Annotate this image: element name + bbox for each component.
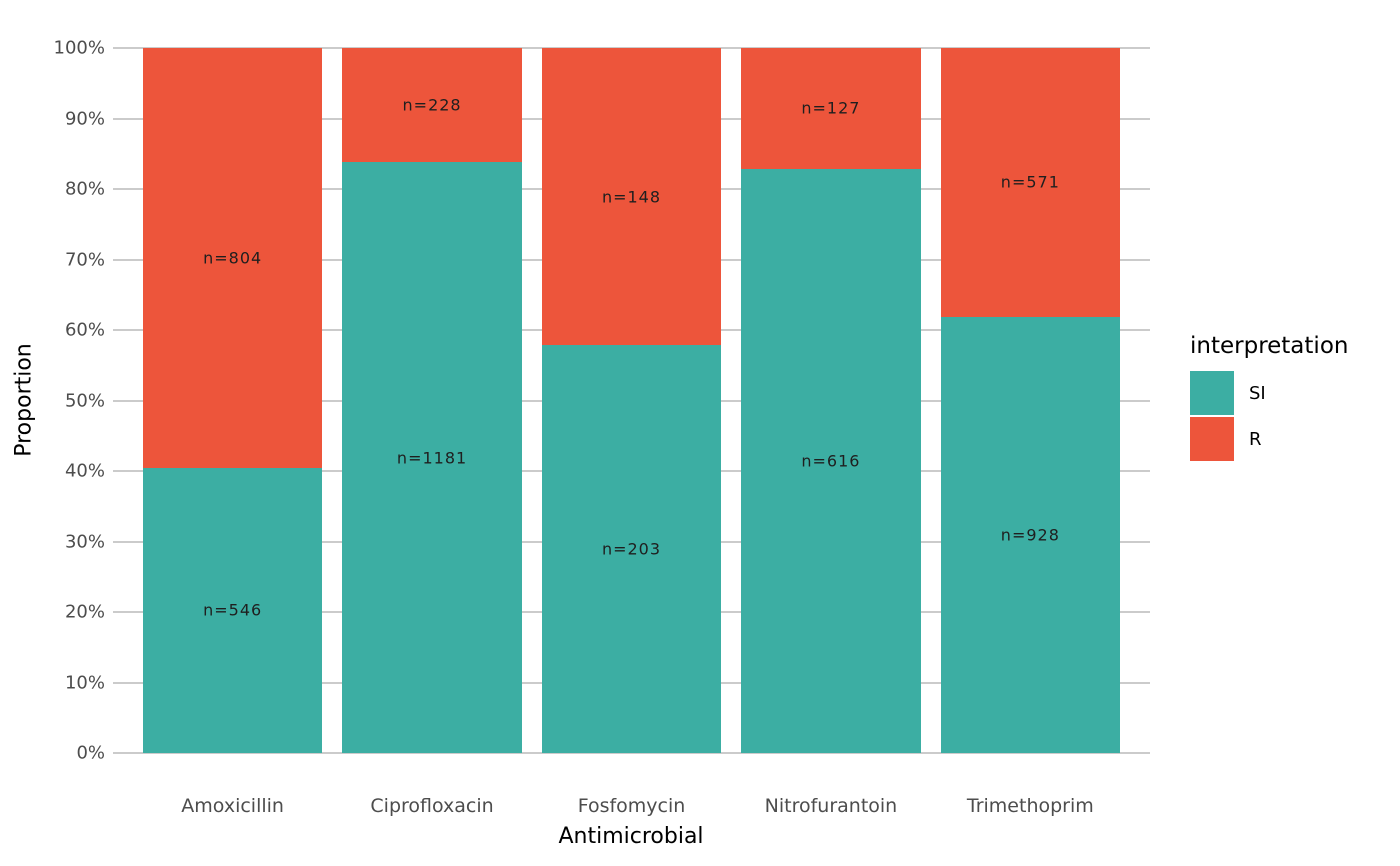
y-tick-label-80%: 80% bbox=[64, 178, 105, 200]
plot-panel: n=546 n=804 n=1181 n=228 n=203 n=148 n=616 n=12… bbox=[113, 47, 1150, 754]
y-tick-label-60%: 60% bbox=[64, 319, 105, 341]
x-category-label-Fosfomycin: Fosfomycin bbox=[577, 795, 686, 817]
bar-count-label-Trimethoprim-SI: n=928 bbox=[1000, 525, 1060, 545]
gridline-100% bbox=[113, 47, 1150, 49]
x-category-label-Ciprofloxacin: Ciprofloxacin bbox=[370, 795, 494, 817]
y-tick-label-20%: 20% bbox=[64, 601, 105, 623]
y-tick-label-40%: 40% bbox=[64, 460, 105, 482]
bar-count-label-Amoxicillin-R: n=804 bbox=[203, 248, 263, 268]
bar-count-label-Trimethoprim-R: n=571 bbox=[1000, 172, 1060, 192]
legend-label-si: SI bbox=[1249, 382, 1266, 404]
bar-count-label-Nitrofurantoin-SI: n=616 bbox=[801, 451, 861, 471]
bar-segment-Amoxicillin-R bbox=[142, 48, 323, 468]
bar-count-label-Ciprofloxacin-R: n=228 bbox=[402, 95, 462, 115]
y-tick-label-0%: 0% bbox=[76, 742, 105, 764]
x-category-label-Trimethoprim: Trimethoprim bbox=[966, 795, 1094, 817]
legend-item-si: SI bbox=[1190, 371, 1348, 415]
si-color-swatch bbox=[1190, 371, 1234, 415]
bar-segment-Trimethoprim-R bbox=[940, 48, 1121, 317]
x-category-label-Amoxicillin: Amoxicillin bbox=[181, 795, 284, 817]
bar-segment-Ciprofloxacin-R bbox=[342, 48, 522, 163]
y-tick-label-30%: 30% bbox=[64, 531, 105, 552]
bar-segment-Fosfomycin-R bbox=[541, 48, 722, 346]
bar-count-label-Fosfomycin-SI: n=203 bbox=[601, 539, 662, 559]
legend-item-r: R bbox=[1190, 417, 1348, 461]
bar-segment-Trimethoprim-SI bbox=[940, 316, 1121, 753]
x-axis-title: Antimicrobial bbox=[558, 824, 704, 849]
legend: interpretation SI R bbox=[1190, 333, 1348, 463]
gridline-0% bbox=[113, 752, 1150, 754]
bar-segment-Ciprofloxacin-SI bbox=[342, 162, 522, 753]
bar-segment-Nitrofurantoin-SI bbox=[741, 168, 921, 753]
x-category-label-Nitrofurantoin: Nitrofurantoin bbox=[764, 795, 898, 817]
x-axis-tick-labels: Amoxicillin Ciprofloxacin Fosfomycin Nitrof… bbox=[113, 795, 1150, 821]
bar-count-label-Nitrofurantoin-R: n=127 bbox=[801, 98, 861, 118]
legend-title: interpretation bbox=[1190, 333, 1349, 359]
bar-count-label-Ciprofloxacin-SI: n=1181 bbox=[396, 448, 468, 468]
bar-count-label-Amoxicillin-SI: n=546 bbox=[203, 600, 263, 620]
y-tick-label-100%: 100% bbox=[53, 37, 105, 59]
bar-segment-Amoxicillin-SI bbox=[142, 467, 323, 753]
bar-segment-Fosfomycin-SI bbox=[541, 345, 722, 753]
legend-label-r: R bbox=[1249, 428, 1262, 450]
bar-segment-Nitrofurantoin-R bbox=[741, 48, 921, 169]
y-tick-label-10%: 10% bbox=[64, 672, 105, 693]
bar-count-label-Fosfomycin-R: n=148 bbox=[601, 187, 662, 207]
y-tick-label-70%: 70% bbox=[64, 249, 105, 270]
y-axis-tick-labels: 0% 10% 20% 30% 40% 50% 60% 70% 80% 90% 100% bbox=[0, 38, 105, 764]
y-tick-label-90%: 90% bbox=[64, 108, 105, 129]
y-tick-label-50%: 50% bbox=[64, 390, 105, 411]
r-color-swatch bbox=[1190, 417, 1234, 461]
